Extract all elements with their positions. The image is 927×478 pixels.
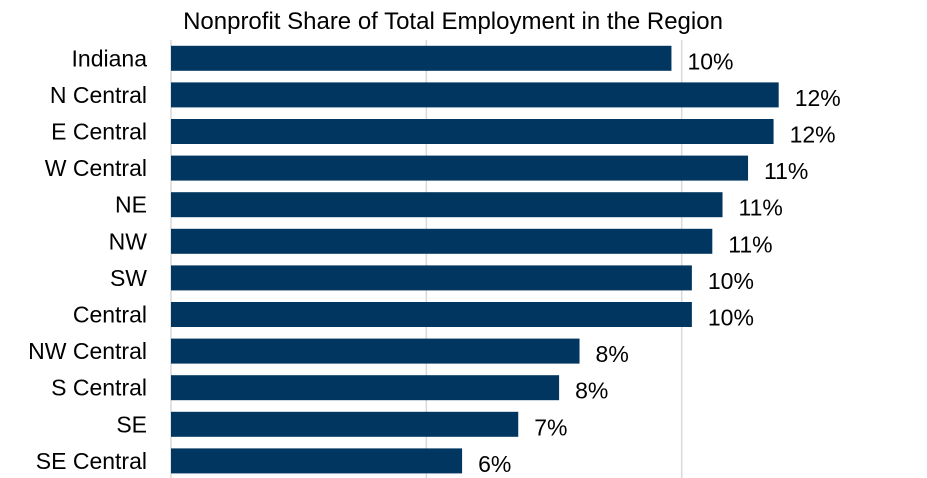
bar: [171, 302, 692, 327]
data-label: 12%: [795, 85, 841, 111]
data-label: 6%: [478, 451, 511, 477]
bar: [171, 82, 779, 108]
category-label: NW Central: [28, 338, 147, 364]
bar: [171, 448, 463, 474]
category-label: W Central: [45, 155, 147, 181]
category-labels: Indiana N Central E Central W Central NE NW SW…: [28, 45, 147, 474]
category-label: NE: [115, 192, 147, 218]
bar: [171, 375, 560, 401]
category-label: Central: [73, 302, 147, 328]
gridlines: [170, 40, 683, 478]
data-label: 8%: [596, 341, 629, 367]
chart-title: Nonprofit Share of Total Employment in t…: [183, 8, 723, 35]
bar: [171, 45, 672, 71]
bar: [171, 228, 713, 254]
data-label: 10%: [708, 305, 754, 331]
bar: [171, 155, 749, 181]
data-label: 10%: [687, 48, 733, 74]
data-label: 10%: [708, 268, 754, 294]
category-label: S Central: [51, 375, 147, 401]
data-label: 7%: [534, 414, 567, 440]
category-label: E Central: [51, 119, 147, 145]
category-label: SE Central: [36, 448, 147, 474]
data-label: 8%: [575, 378, 608, 404]
data-label: 11%: [728, 231, 772, 257]
category-label: Indiana: [72, 45, 148, 71]
category-label: SW: [110, 265, 147, 291]
bar: [171, 411, 519, 437]
bar: [171, 265, 692, 291]
data-label: 11%: [739, 195, 783, 221]
data-labels: 10% 12% 12% 11% 11% 11% 10% 10% 8% 8% 7% 6%: [478, 48, 841, 477]
data-label: 12%: [790, 122, 836, 148]
bar: [171, 192, 723, 218]
category-label: N Central: [50, 82, 147, 108]
bar: [171, 119, 774, 144]
bar: [171, 338, 580, 364]
category-label: NW: [109, 228, 148, 254]
category-label: SE: [116, 411, 147, 437]
bars: [171, 45, 779, 474]
data-label: 11%: [764, 158, 808, 184]
